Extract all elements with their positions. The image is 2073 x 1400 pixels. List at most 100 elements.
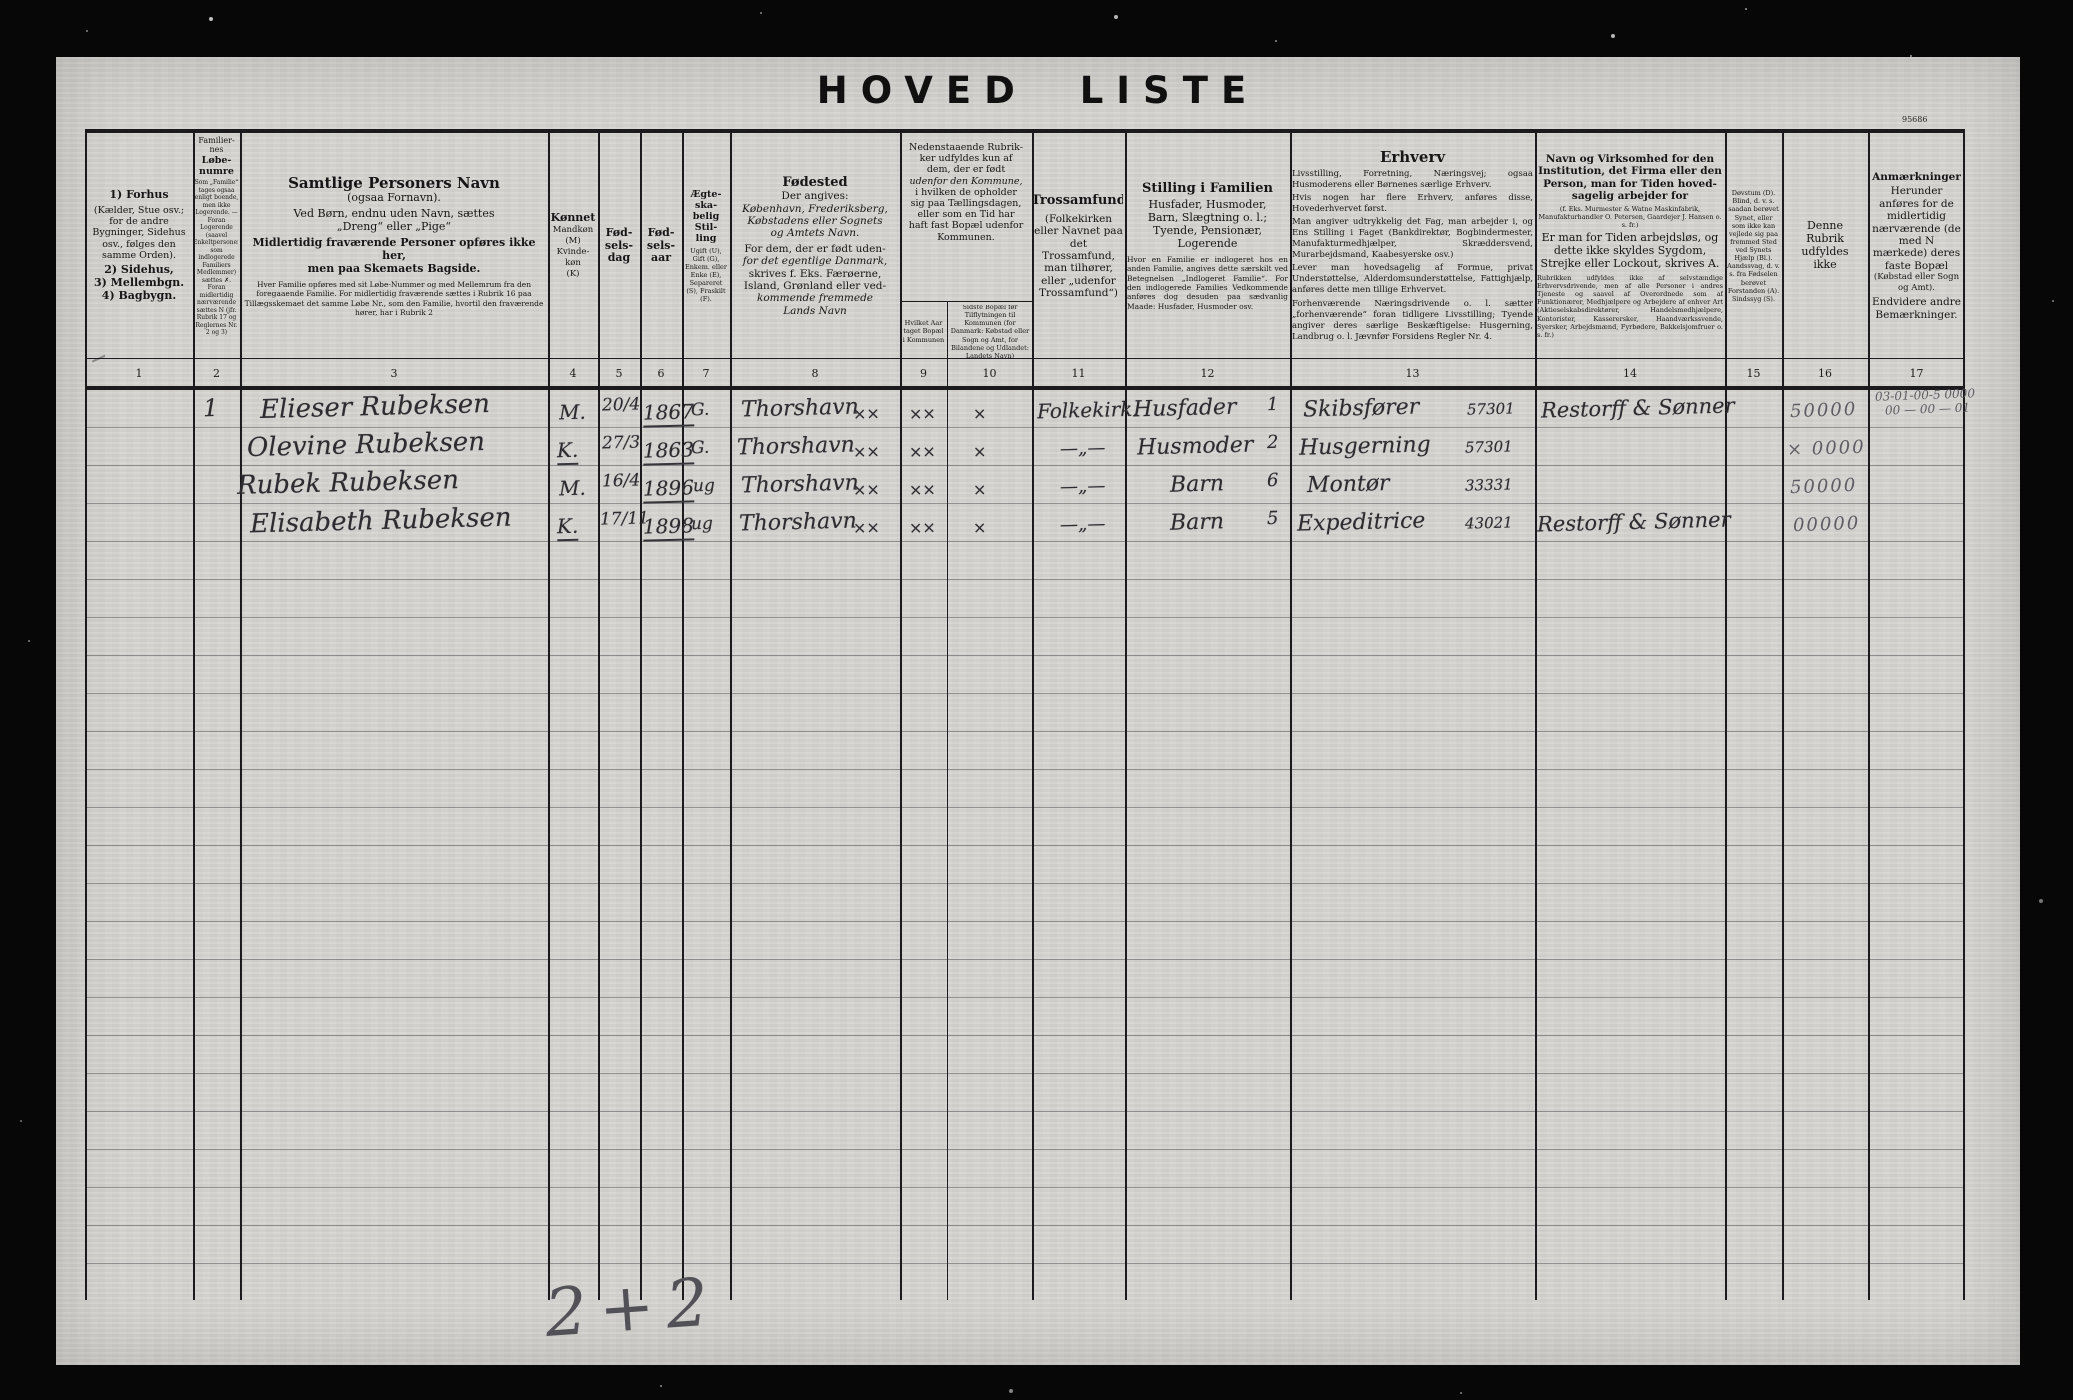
column-number-5: 5	[615, 366, 623, 380]
census-table: 1) Forhus (Kælder, Stue osv.; for de and…	[85, 129, 1975, 1300]
handwritten-birthplace: Thorshavn	[738, 508, 858, 537]
subheader-split-line	[900, 301, 1032, 302]
column-number-6: 6	[657, 366, 665, 380]
column-header-disabilities: Døvstum (D). Blind, d. v. s. saadan berø…	[1727, 134, 1780, 358]
column-header-family-number: Familier- nes Løbe- numre Som „Familie“ …	[195, 134, 238, 360]
column-header-marital-status: Ægte- ska- belig Stil- ling Ugift (U), G…	[684, 134, 728, 358]
grid-vline-sub	[947, 301, 948, 390]
header-line: For dem, der er født uden-	[744, 242, 886, 255]
handwritten-sex: K.	[556, 437, 579, 466]
column-header-birth-day: Fød- sels- dag	[600, 134, 638, 358]
census-form-paper: HOVED LISTE 95686	[56, 57, 2020, 1365]
handwritten-family-position: Barn	[1169, 471, 1225, 498]
header-fine-print: Rubrikken udfyldes ikke af selvstændige …	[1537, 273, 1723, 339]
header-line: Familier-	[198, 136, 235, 145]
column-number-14: 14	[1623, 366, 1637, 380]
handwritten-code: 1	[1266, 393, 1279, 416]
handwritten-mark: ××	[852, 441, 881, 462]
column-number-17: 17	[1909, 366, 1924, 380]
header-line: København, Frederiksberg,	[742, 202, 888, 215]
grid-vline	[900, 133, 902, 1300]
handwritten-name: Rubek Rubeksen	[236, 465, 460, 501]
handwritten-marital: ug	[690, 513, 714, 535]
header-line: 3) Mellembgn.	[93, 276, 185, 289]
column-number-16: 16	[1818, 366, 1832, 380]
handwritten-ditto: —„—	[1059, 475, 1106, 498]
pencil-code: 00000	[1792, 512, 1861, 537]
handwritten-mark: ××	[852, 403, 881, 424]
table-row: Olevine Rubeksen K. 27/3 1863 G. Thorsha…	[85, 427, 1965, 468]
handwritten-sex: M.	[558, 475, 587, 501]
grid-vline	[85, 133, 87, 1300]
header-line: dem, der er født	[926, 164, 1006, 176]
grid-vline	[682, 133, 684, 1300]
handwritten-family-position: Husfader	[1132, 394, 1237, 423]
handwritten-birthyear: 1898	[642, 513, 695, 542]
handwritten-mark: ×	[972, 441, 987, 462]
page-title: HOVED LISTE	[816, 69, 1260, 112]
header-line: Rubrik	[1806, 232, 1844, 246]
column-header-building: 1) Forhus (Kælder, Stue osv.; for de and…	[87, 134, 191, 358]
handwritten-birthplace: Thorshavn	[736, 432, 856, 461]
grid-vline	[1725, 133, 1727, 1300]
header-line: Der angives:	[781, 190, 849, 203]
column-header-name: Samtlige Personers Navn (ogsaa Fornavn).…	[242, 134, 546, 358]
handwritten-family-position: Husmoder	[1136, 432, 1254, 461]
handwritten-mark: ×	[972, 403, 987, 424]
grid-vline	[240, 133, 242, 1300]
header-title: Erhverv	[1379, 148, 1446, 167]
handwritten-mark: ××	[908, 441, 937, 462]
header-line: Ægte-	[690, 188, 722, 200]
scan-dust-specks	[0, 0, 2, 2]
header-line: ling	[695, 233, 717, 245]
handwritten-marital: G.	[690, 399, 710, 421]
column-number-7: 7	[702, 366, 710, 380]
header-fine-print: (f. Eks. Murmester & Watne Maskinfabrik,…	[1538, 204, 1722, 229]
header-paragraph: Livsstilling, Forretning, Næringsvej; og…	[1292, 168, 1533, 191]
handwritten-birthday: 16/4	[601, 470, 641, 492]
column-number-2: 2	[213, 366, 220, 380]
pencil-code: 50000	[1789, 398, 1858, 423]
handwritten-birthday: 27/3	[601, 432, 641, 454]
handwritten-mark: ××	[908, 479, 937, 500]
table-row: 1 Elieser Rubeksen M. 20/4 1867 G. Thors…	[85, 386, 1975, 430]
header-paragraph: Herunder anføres for de midlertidig nærv…	[1872, 185, 1961, 272]
grid-vline	[1535, 133, 1537, 1300]
header-line: sig paa Tællingsdagen,	[910, 198, 1022, 210]
ruled-lines	[85, 390, 1965, 1300]
handwritten-family-number: 1	[202, 393, 219, 423]
handwritten-sex: K.	[556, 513, 579, 542]
header-line: ska-	[694, 199, 718, 211]
header-paragraph: Hvis nogen har flere Erhverv, anføres di…	[1292, 193, 1533, 215]
column-number-15: 15	[1746, 366, 1761, 380]
grid-vline	[1290, 133, 1292, 1300]
handwritten-family-position: Barn	[1169, 509, 1225, 536]
header-line: skrives f. Eks. Færøerne,	[748, 267, 882, 280]
column-header-religion: Trossamfund (Folkekirken eller Navnet pa…	[1034, 134, 1123, 358]
header-fine-print: Sidste Bopæl før Tilflytningen til Kommu…	[950, 305, 1030, 358]
header-line: køn	[565, 258, 581, 268]
column-header-blank: Denne Rubrik udfyldes ikke	[1784, 134, 1866, 358]
handwritten-name: Elieser Rubeksen	[259, 388, 491, 426]
header-title: Stilling i Familien	[1142, 180, 1273, 196]
header-line: Købstadens eller Sognets	[747, 215, 883, 228]
header-line: (K)	[566, 269, 580, 280]
header-line: Mandkøn	[552, 224, 594, 235]
header-line: Island, Grønland eller ved-	[743, 279, 887, 292]
header-line: belig	[692, 210, 720, 222]
header-line: men paa Skemaets Bagside.	[307, 262, 481, 276]
header-line: sels-	[646, 238, 676, 252]
header-line: sels-	[604, 238, 634, 252]
column-number-13: 13	[1405, 366, 1420, 380]
table-row: Elisabeth Rubeksen K. 17/11 1898 ug Thor…	[85, 503, 1965, 544]
grid-vline	[1782, 133, 1784, 1300]
header-fine-print: Døvstum (D). Blind, d. v. s. saadan berø…	[1727, 189, 1780, 303]
handwritten-ditto: —„—	[1059, 437, 1106, 460]
header-line: udfyldes	[1801, 245, 1849, 258]
grid-vline	[193, 133, 195, 1300]
header-line: Fød-	[605, 225, 633, 239]
header-line: 4) Bagbygn.	[101, 288, 177, 302]
grid-vline	[598, 133, 600, 1300]
grid-vline	[640, 133, 642, 1300]
header-line: Institution, det Firma eller den	[1538, 165, 1722, 178]
